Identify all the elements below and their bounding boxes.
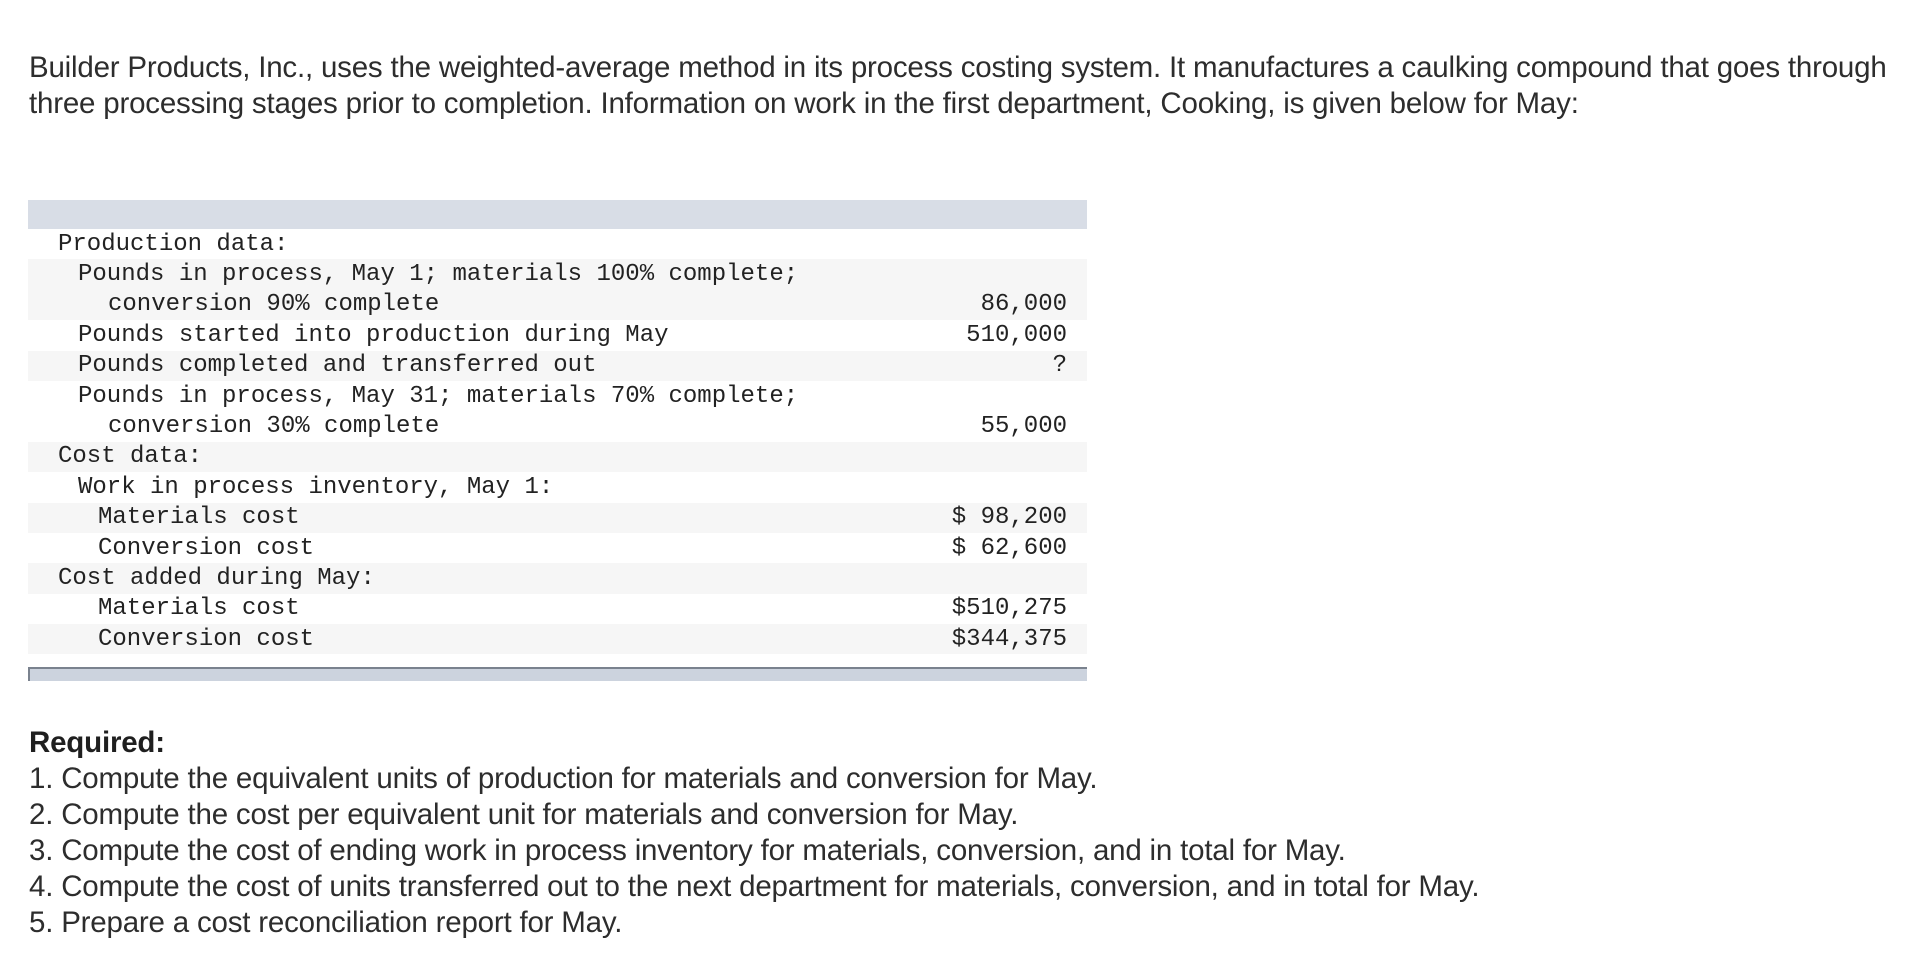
row-label: Materials cost bbox=[28, 502, 847, 533]
row-value bbox=[847, 563, 1087, 594]
table-row: conversion 90% complete 86,000 bbox=[28, 289, 1087, 321]
row-value bbox=[847, 229, 1087, 259]
row-value: $ 98,200 bbox=[847, 502, 1087, 533]
row-value: 86,000 bbox=[847, 289, 1087, 321]
required-item: 1. Compute the equivalent units of produ… bbox=[29, 762, 1098, 795]
row-label: Cost added during May: bbox=[28, 563, 847, 594]
row-value: $344,375 bbox=[847, 624, 1087, 655]
row-label: Pounds started into production during Ma… bbox=[78, 321, 669, 349]
table-row: Production data: bbox=[28, 229, 1087, 259]
row-value: 55,000 bbox=[980, 413, 1067, 441]
table-row: Pounds in process, May 1; materials 100%… bbox=[28, 259, 1087, 290]
row-label: Conversion cost bbox=[28, 624, 847, 655]
row-label: conversion 90% complete bbox=[28, 289, 847, 321]
required-title: Required: bbox=[29, 726, 165, 759]
row-label: Materials cost bbox=[98, 595, 300, 623]
table-row: Conversion cost $ 62,600 bbox=[28, 533, 1087, 563]
table-row: Cost data: bbox=[28, 441, 1087, 473]
data-table-container: Production data: Pounds in process, May 1… bbox=[28, 200, 1087, 682]
horizontal-scrollbar[interactable] bbox=[28, 667, 1087, 682]
row-value bbox=[847, 441, 1087, 473]
row-value: $510,275 bbox=[951, 595, 1067, 623]
row-label: conversion 30% complete bbox=[108, 413, 440, 441]
row-value bbox=[847, 381, 1087, 411]
row-label: Pounds in process, May 31; materials 70%… bbox=[78, 382, 799, 410]
table-header-bar bbox=[28, 200, 1087, 229]
table-row: Pounds in process, May 31; materials 70%… bbox=[28, 381, 1087, 411]
row-value: ? bbox=[847, 350, 1087, 381]
row-label: Pounds completed and transferred out bbox=[28, 350, 847, 381]
table-row: Materials cost $ 98,200 bbox=[28, 502, 1087, 533]
required-list: 1. Compute the equivalent units of produ… bbox=[29, 761, 1480, 941]
required-item: 5. Prepare a cost reconciliation report … bbox=[29, 906, 623, 939]
table-row: Work in process inventory, May 1: bbox=[28, 472, 1087, 502]
table-row: Pounds started into production during Ma… bbox=[28, 320, 1087, 350]
table-row: conversion 30% complete 55,000 bbox=[28, 411, 1087, 441]
required-section: Required: 1. Compute the equivalent unit… bbox=[29, 725, 1480, 941]
row-label: Conversion cost bbox=[98, 534, 315, 562]
row-value: $ 62,600 bbox=[951, 534, 1067, 562]
row-label: Work in process inventory, May 1: bbox=[78, 473, 554, 501]
row-value bbox=[847, 259, 1087, 290]
data-table: Production data: Pounds in process, May 1… bbox=[28, 229, 1087, 655]
row-label: Cost data: bbox=[28, 441, 847, 473]
table-row: Materials cost $510,275 bbox=[28, 594, 1087, 624]
table-row: Pounds completed and transferred out? bbox=[28, 350, 1087, 381]
row-label: Pounds in process, May 1; materials 100%… bbox=[28, 259, 847, 290]
row-label: Production data: bbox=[58, 230, 289, 258]
required-item: 4. Compute the cost of units transferred… bbox=[29, 870, 1480, 903]
table-row: Conversion cost $344,375 bbox=[28, 624, 1087, 655]
required-item: 3. Compute the cost of ending work in pr… bbox=[29, 834, 1346, 867]
required-item: 2. Compute the cost per equivalent unit … bbox=[29, 798, 1019, 831]
row-value: 510,000 bbox=[966, 321, 1067, 349]
row-value bbox=[847, 472, 1087, 502]
table-row: Cost added during May: bbox=[28, 563, 1087, 594]
problem-intro: Builder Products, Inc., uses the weighte… bbox=[29, 51, 1887, 120]
